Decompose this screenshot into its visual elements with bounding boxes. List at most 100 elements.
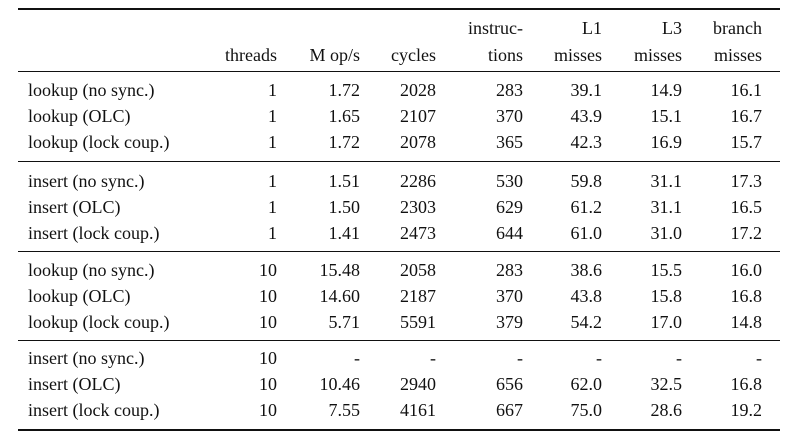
rule — [18, 429, 780, 431]
cell: 2107 — [400, 106, 436, 127]
cell: 61.2 — [570, 197, 603, 218]
cell: 43.9 — [570, 106, 603, 127]
cell: 629 — [496, 197, 523, 218]
cell: 667 — [496, 400, 523, 421]
cell: 16.9 — [650, 132, 683, 153]
cell: 16.7 — [730, 106, 763, 127]
cell: 2058 — [400, 260, 436, 280]
cell: 10 — [259, 400, 277, 421]
cell: 656 — [496, 374, 523, 395]
row-label: lookup (no sync.) — [28, 80, 155, 100]
row-label: lookup (no sync.) — [28, 260, 155, 280]
row-label: insert (lock coup.) — [28, 223, 160, 244]
cell: 5591 — [400, 312, 436, 333]
cell: - — [430, 348, 436, 368]
cell: 17.0 — [650, 312, 683, 333]
cell: 4161 — [400, 400, 436, 421]
row-label: lookup (OLC) — [28, 106, 131, 127]
row-label: insert (no sync.) — [28, 348, 145, 368]
cell: 2940 — [400, 374, 436, 395]
cell: 31.1 — [650, 171, 683, 191]
header-cell: branch — [713, 18, 762, 38]
header-cell: M op/s — [309, 45, 360, 65]
rule — [18, 161, 780, 162]
cell: 16.8 — [730, 286, 763, 307]
cell: 19.2 — [730, 400, 763, 421]
cell: 2286 — [400, 171, 436, 191]
cell: 2303 — [400, 197, 436, 218]
row-label: lookup (lock coup.) — [28, 132, 170, 153]
cell: 10 — [259, 374, 277, 395]
cell: 1 — [268, 132, 277, 153]
cell: 283 — [496, 260, 523, 280]
cell: 1 — [268, 106, 277, 127]
row-label: insert (OLC) — [28, 374, 121, 395]
header-cell: cycles — [391, 45, 436, 65]
cell: 365 — [496, 132, 523, 153]
cell: 38.6 — [570, 260, 603, 280]
cell: 14.8 — [730, 312, 763, 333]
cell: 1.72 — [328, 80, 361, 100]
rule — [18, 251, 780, 252]
cell: 16.5 — [730, 197, 763, 218]
cell: 7.55 — [328, 400, 361, 421]
cell: 10 — [259, 286, 277, 307]
cell: 1 — [268, 171, 277, 191]
cell: 10 — [259, 260, 277, 280]
cell: 14.60 — [319, 286, 361, 307]
cell: 39.1 — [570, 80, 603, 100]
cell: 2187 — [400, 286, 436, 307]
cell: - — [676, 348, 682, 368]
cell: 1.51 — [328, 171, 361, 191]
cell: 1.72 — [328, 132, 361, 153]
header-cell: misses — [633, 45, 682, 65]
cell: 32.5 — [650, 374, 683, 395]
cell: 31.0 — [650, 223, 683, 244]
cell: 62.0 — [570, 374, 603, 395]
cell: 17.3 — [730, 171, 763, 191]
cell: 5.71 — [328, 312, 361, 333]
cell: 370 — [496, 286, 523, 307]
cell: 59.8 — [570, 171, 603, 191]
cell: - — [596, 348, 602, 368]
cell: 10 — [259, 312, 277, 333]
cell: 15.48 — [319, 260, 361, 280]
cell: 2473 — [400, 223, 436, 244]
cell: 16.0 — [730, 260, 763, 280]
header-cell: instruc- — [468, 18, 523, 38]
cell: 42.3 — [570, 132, 603, 153]
cell: 2028 — [400, 80, 436, 100]
cell: 16.1 — [730, 80, 763, 100]
cell: 10.46 — [319, 374, 361, 395]
cell: 379 — [496, 312, 523, 333]
cell: 1.50 — [328, 197, 361, 218]
cell: 17.2 — [730, 223, 763, 244]
cell: 283 — [496, 80, 523, 100]
cell: 2078 — [400, 132, 436, 153]
cell: 14.9 — [650, 80, 683, 100]
row-label: insert (lock coup.) — [28, 400, 160, 421]
header-cell: threads — [225, 45, 277, 65]
cell: 1.65 — [328, 106, 361, 127]
rule — [18, 340, 780, 341]
header-cell: tions — [487, 45, 523, 65]
cell: 54.2 — [570, 312, 603, 333]
row-label: lookup (OLC) — [28, 286, 131, 307]
cell: 370 — [496, 106, 523, 127]
cell: 61.0 — [570, 223, 603, 244]
rule — [18, 8, 780, 10]
cell: 31.1 — [650, 197, 683, 218]
rule — [18, 71, 780, 72]
cell: 530 — [496, 171, 523, 191]
cell: 75.0 — [570, 400, 603, 421]
cell: 43.8 — [570, 286, 603, 307]
header-cell: misses — [553, 45, 602, 65]
cell: 15.7 — [730, 132, 763, 153]
cell: 15.5 — [650, 260, 683, 280]
cell: 1.41 — [328, 223, 361, 244]
header-cell: misses — [713, 45, 762, 65]
cell: 16.8 — [730, 374, 763, 395]
row-label: insert (no sync.) — [28, 171, 145, 191]
row-label: lookup (lock coup.) — [28, 312, 170, 333]
